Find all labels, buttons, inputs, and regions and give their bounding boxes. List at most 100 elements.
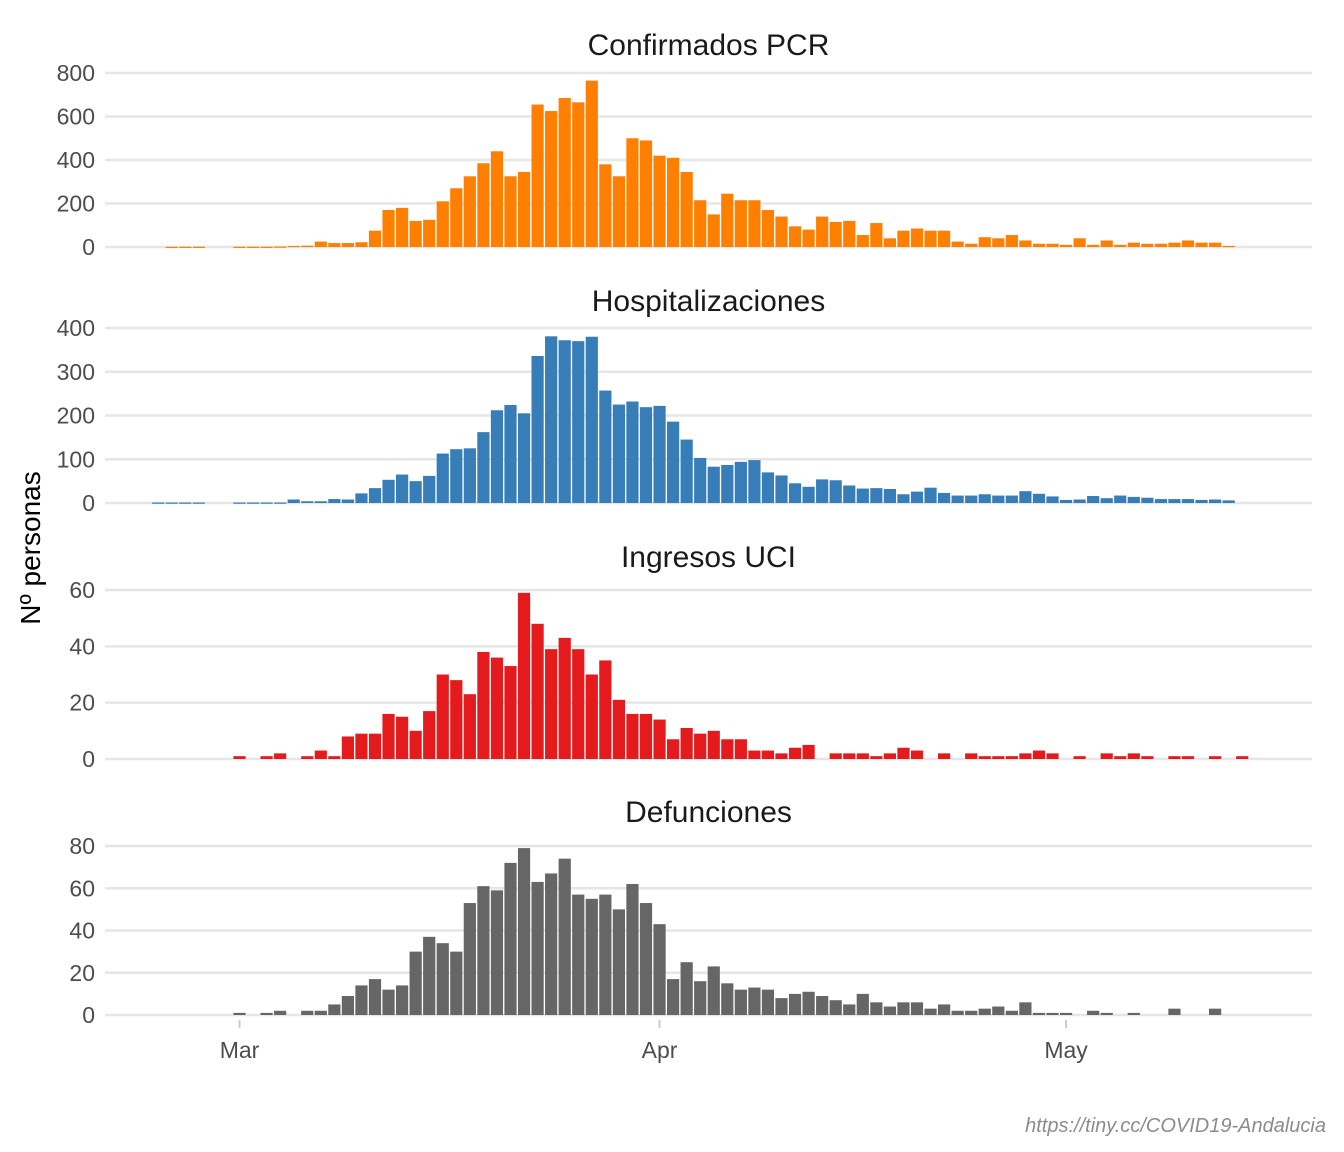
bar	[165, 246, 178, 248]
bar	[572, 649, 585, 759]
bar	[545, 111, 558, 247]
bar	[1168, 499, 1181, 503]
bar	[463, 448, 476, 503]
bar	[301, 756, 314, 759]
bar	[951, 1010, 964, 1015]
bar	[816, 216, 829, 247]
bar	[1005, 495, 1018, 503]
bar	[680, 962, 693, 1015]
bar	[667, 421, 680, 504]
bar	[490, 410, 504, 503]
bar	[734, 461, 747, 504]
bar	[734, 989, 747, 1015]
bar	[856, 993, 869, 1016]
bar	[910, 228, 924, 247]
bar	[260, 1012, 273, 1015]
bar	[1168, 1008, 1181, 1015]
bar	[883, 1006, 896, 1015]
bar	[680, 171, 693, 247]
bar	[463, 694, 476, 759]
bar	[843, 753, 856, 759]
bar	[179, 502, 192, 504]
bar	[978, 756, 991, 759]
bar	[707, 214, 720, 248]
bar	[910, 1002, 924, 1015]
bar	[1019, 753, 1032, 759]
bar	[680, 439, 693, 503]
bar	[978, 237, 991, 247]
bar	[1087, 496, 1100, 503]
bar	[856, 488, 869, 503]
bar	[260, 246, 273, 248]
bar	[233, 1012, 246, 1015]
bar	[585, 336, 598, 503]
bar	[558, 858, 571, 1015]
bar	[436, 943, 449, 1015]
bar	[1209, 499, 1222, 503]
bar	[694, 981, 707, 1015]
bar	[734, 200, 747, 247]
bar	[490, 657, 504, 759]
y-tick-label: 300	[57, 359, 95, 385]
bar	[829, 753, 842, 759]
bar	[368, 979, 382, 1015]
bar	[653, 155, 666, 247]
bar	[883, 753, 896, 759]
y-tick-label: 20	[69, 690, 95, 716]
bar	[667, 979, 680, 1015]
bar	[423, 711, 436, 759]
y-tick-label: 40	[69, 633, 95, 659]
bar	[694, 457, 707, 503]
y-tick-label: 800	[57, 60, 95, 86]
bar	[938, 1004, 951, 1015]
bar	[558, 98, 571, 247]
y-tick-label: 0	[82, 490, 95, 516]
bar	[856, 235, 869, 247]
bar	[1141, 756, 1154, 759]
bar	[843, 485, 856, 503]
bar	[531, 356, 544, 503]
bar	[450, 449, 463, 503]
bar	[1168, 756, 1181, 759]
bar	[626, 713, 639, 759]
bar	[978, 1008, 991, 1015]
bar	[748, 750, 761, 759]
bar	[368, 733, 382, 759]
bar	[341, 995, 354, 1015]
bar	[992, 756, 1005, 759]
bar	[734, 739, 747, 759]
chart-panel: 0 200 400 600 800 Confirmados PCR	[57, 29, 1312, 260]
bar	[761, 210, 775, 247]
bar	[856, 753, 869, 759]
bar	[1087, 244, 1100, 247]
bar	[897, 1002, 910, 1015]
bar	[992, 1006, 1005, 1015]
bar	[314, 501, 327, 503]
bar	[477, 886, 490, 1015]
y-tick-label: 40	[69, 918, 95, 944]
bar	[1073, 238, 1086, 247]
bar	[1154, 499, 1167, 503]
bar	[396, 985, 409, 1015]
bar	[992, 238, 1005, 247]
bar	[1059, 1012, 1073, 1015]
bar	[639, 713, 653, 759]
bar	[626, 138, 639, 247]
bar	[1209, 242, 1222, 247]
x-tick-label: May	[1044, 1037, 1088, 1063]
bar	[355, 733, 368, 759]
bar	[1154, 243, 1167, 247]
bar	[423, 475, 436, 504]
bar	[423, 936, 436, 1015]
bar	[490, 151, 504, 247]
bar	[1100, 753, 1113, 759]
bar	[1059, 499, 1073, 503]
bar	[545, 649, 558, 759]
bar	[1046, 243, 1059, 247]
bar	[653, 719, 666, 759]
bar	[585, 898, 598, 1015]
bar	[274, 1010, 287, 1015]
bar	[1005, 1010, 1018, 1015]
x-tick-label: Mar	[220, 1037, 260, 1063]
